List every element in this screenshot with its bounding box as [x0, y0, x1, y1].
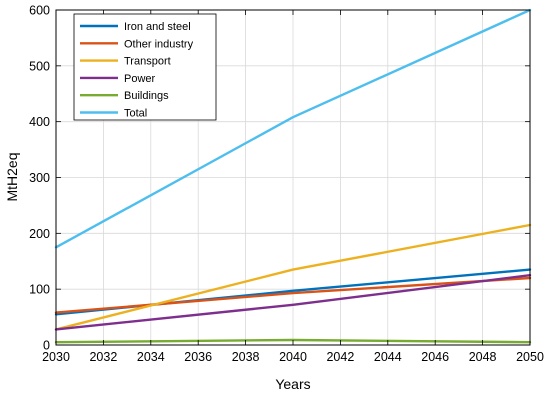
- series-line-total: [54, 8, 532, 249]
- x-tick-label: 2050: [516, 350, 544, 364]
- x-tick-label: 2036: [184, 350, 212, 364]
- tick-labels: 2030 2032 2034 2036 2038 2040 2042 2044 2046 2048…: [29, 4, 544, 365]
- y-tick-label: 100: [29, 283, 50, 297]
- x-tick-label: 2030: [42, 350, 70, 364]
- legend: Iron and steel Other industry Transport Pow…: [73, 13, 217, 121]
- legend-label: Other industry: [124, 38, 194, 50]
- series-line-other-industry: [54, 276, 532, 314]
- y-tick-label: 400: [29, 115, 50, 129]
- legend-label: Iron and steel: [124, 21, 191, 33]
- x-axis-title: Years: [275, 376, 310, 392]
- legend-label: Transport: [124, 56, 171, 68]
- x-tick-label: 2042: [326, 350, 354, 364]
- x-tick-label: 2046: [421, 350, 449, 364]
- y-tick-label: 500: [29, 59, 50, 73]
- x-tick-label: 2034: [137, 350, 165, 364]
- y-axis-title: MtH2eq: [4, 152, 20, 201]
- series-line-power: [54, 274, 532, 331]
- y-tick-label: 200: [29, 227, 50, 241]
- legend-label: Total: [124, 108, 147, 120]
- legend-box: [73, 13, 217, 121]
- series-line-transport: [54, 223, 532, 331]
- series-lines: [54, 8, 532, 344]
- x-tick-label: 2044: [374, 350, 402, 364]
- y-tick-label: 600: [29, 4, 50, 18]
- y-tick-label: 0: [43, 339, 50, 353]
- x-tick-label: 2032: [89, 350, 117, 364]
- ticks: [55, 9, 531, 346]
- legend-label: Power: [124, 73, 156, 85]
- x-tick-label: 2040: [279, 350, 307, 364]
- legend-label: Buildings: [124, 90, 169, 102]
- x-tick-label: 2038: [232, 350, 260, 364]
- y-tick-label: 300: [29, 171, 50, 185]
- x-tick-label: 2048: [469, 350, 497, 364]
